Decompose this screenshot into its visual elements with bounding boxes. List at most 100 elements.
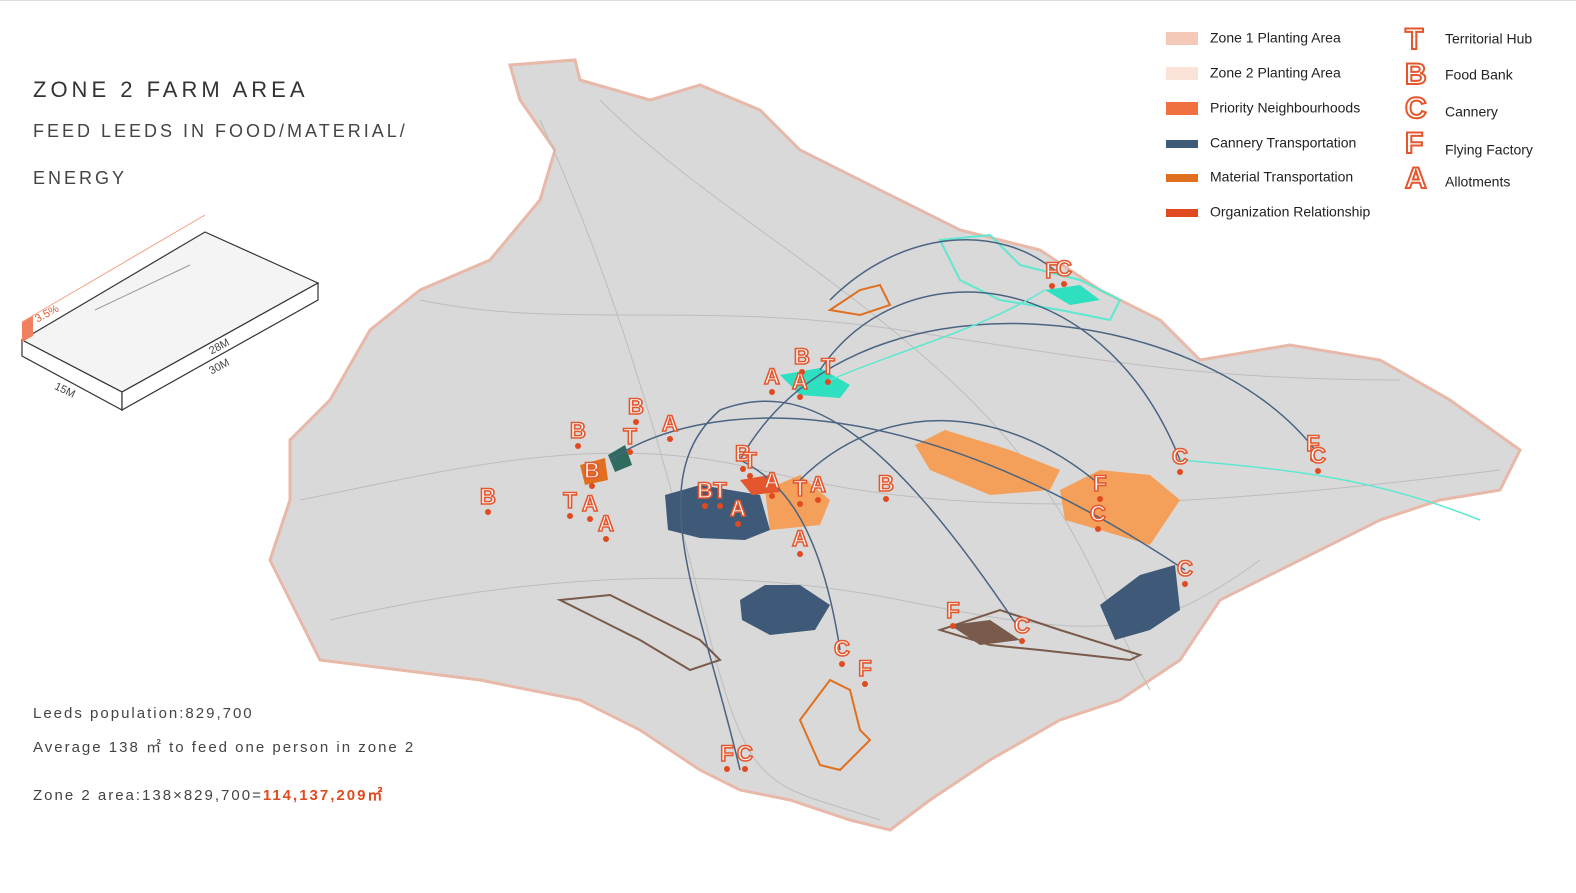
marker-dot	[717, 503, 723, 509]
marker: C	[737, 741, 753, 766]
marker-dot	[589, 483, 595, 489]
marker-dot	[735, 521, 741, 527]
marker: C	[1056, 256, 1072, 281]
legend-label: Allotments	[1445, 174, 1510, 190]
priority-area	[580, 458, 608, 485]
marker-dot	[1310, 456, 1316, 462]
legend-label: Cannery	[1445, 104, 1498, 120]
green-area	[608, 445, 632, 472]
brown-boundary	[936, 608, 1143, 662]
swatch	[1166, 32, 1198, 45]
plot-side	[121, 281, 319, 412]
legend-label: Food Bank	[1445, 67, 1514, 83]
average: Average 138 ㎡ to feed one person in zone…	[33, 739, 415, 756]
marker-dot	[815, 497, 821, 503]
area-value: 114,137,209㎡	[263, 786, 385, 804]
marker-dot	[799, 369, 805, 375]
marker: T	[713, 478, 727, 503]
marker-dot	[1182, 581, 1188, 587]
swatch	[1166, 102, 1198, 115]
subtitle: FEED LEEDS IN FOOD/MATERIAL/	[33, 121, 408, 141]
marker: B	[584, 458, 600, 483]
marker: C	[834, 636, 850, 661]
marker-dot	[1061, 281, 1067, 287]
marker-dot	[797, 551, 803, 557]
marker-dot	[862, 681, 868, 687]
marker-dot	[702, 503, 708, 509]
legend-label: Priority Neighbourhoods	[1210, 100, 1360, 116]
marker: C	[1177, 556, 1193, 581]
transport-arcs	[609, 239, 1316, 771]
marker-dot	[587, 516, 593, 522]
marker-dot	[797, 394, 803, 400]
brown-boundary	[556, 593, 722, 672]
marker-dot	[1095, 526, 1101, 532]
marker: C	[1310, 443, 1326, 468]
marker-dot	[603, 536, 609, 542]
material-boundary	[798, 678, 872, 772]
marker: B	[480, 484, 496, 509]
swatch	[1166, 209, 1198, 217]
swatch	[1166, 174, 1198, 182]
legend-label: Zone 2 Planting Area	[1210, 65, 1341, 81]
teal-area	[1045, 285, 1100, 305]
title: ZONE 2 FARM AREA	[33, 77, 309, 102]
legend-label: Zone 1 Planting Area	[1210, 30, 1341, 46]
marker: B	[878, 471, 894, 496]
marker-dot	[742, 766, 748, 772]
marker: T	[563, 488, 577, 513]
marker: B	[570, 418, 586, 443]
marker: C	[1090, 501, 1106, 526]
swatch	[1166, 140, 1198, 148]
marker: F	[946, 598, 959, 623]
marker: T	[623, 424, 637, 449]
legend-icon: C	[1405, 92, 1427, 125]
marker-dot	[1049, 283, 1055, 289]
legend-label: Material Transportation	[1210, 169, 1353, 185]
marker-dot	[797, 501, 803, 507]
share-bar	[22, 316, 33, 342]
marker: F	[1093, 471, 1106, 496]
teal-links	[829, 289, 1481, 521]
marker-dot	[883, 496, 889, 502]
marker-dot	[839, 661, 845, 667]
marker: A	[582, 491, 598, 516]
plot-divider	[94, 264, 191, 311]
area-prefix: Zone 2 area:138×829,700=	[33, 787, 263, 804]
marker-dot	[769, 389, 775, 395]
population: Leeds population:829,700	[33, 705, 254, 722]
leeds-outline	[268, 58, 1522, 832]
marker: F	[1306, 431, 1319, 456]
legend-label: Territorial Hub	[1445, 31, 1532, 47]
marker-dot	[627, 449, 633, 455]
teal-boundary	[938, 233, 1122, 322]
legend-label: Flying Factory	[1445, 142, 1533, 158]
swatch	[1166, 67, 1198, 80]
legend-label: Cannery Transportation	[1210, 135, 1356, 151]
marker: A	[792, 526, 808, 551]
marker: B	[735, 441, 751, 466]
legend-label: Organization Relationship	[1210, 204, 1371, 220]
brown-area	[950, 620, 1020, 645]
marker: A	[764, 468, 780, 493]
marker: A	[598, 511, 614, 536]
marker-dot	[740, 466, 746, 472]
marker: A	[810, 472, 826, 497]
cannery-area	[1100, 565, 1180, 640]
legend-icon: A	[1405, 162, 1427, 195]
cannery-area	[740, 585, 830, 635]
share-line	[21, 214, 206, 323]
marker: A	[792, 369, 808, 394]
marker-dot	[825, 379, 831, 385]
marker-dot	[1097, 496, 1103, 502]
marker: T	[793, 476, 807, 501]
cannery-area	[665, 485, 770, 540]
marker-dot	[1019, 638, 1025, 644]
marker: F	[1045, 258, 1058, 283]
marker: B	[628, 394, 644, 419]
marker: B	[697, 478, 713, 503]
marker-dot	[575, 443, 581, 449]
marker-dot	[1177, 469, 1183, 475]
marker-dot	[769, 493, 775, 499]
